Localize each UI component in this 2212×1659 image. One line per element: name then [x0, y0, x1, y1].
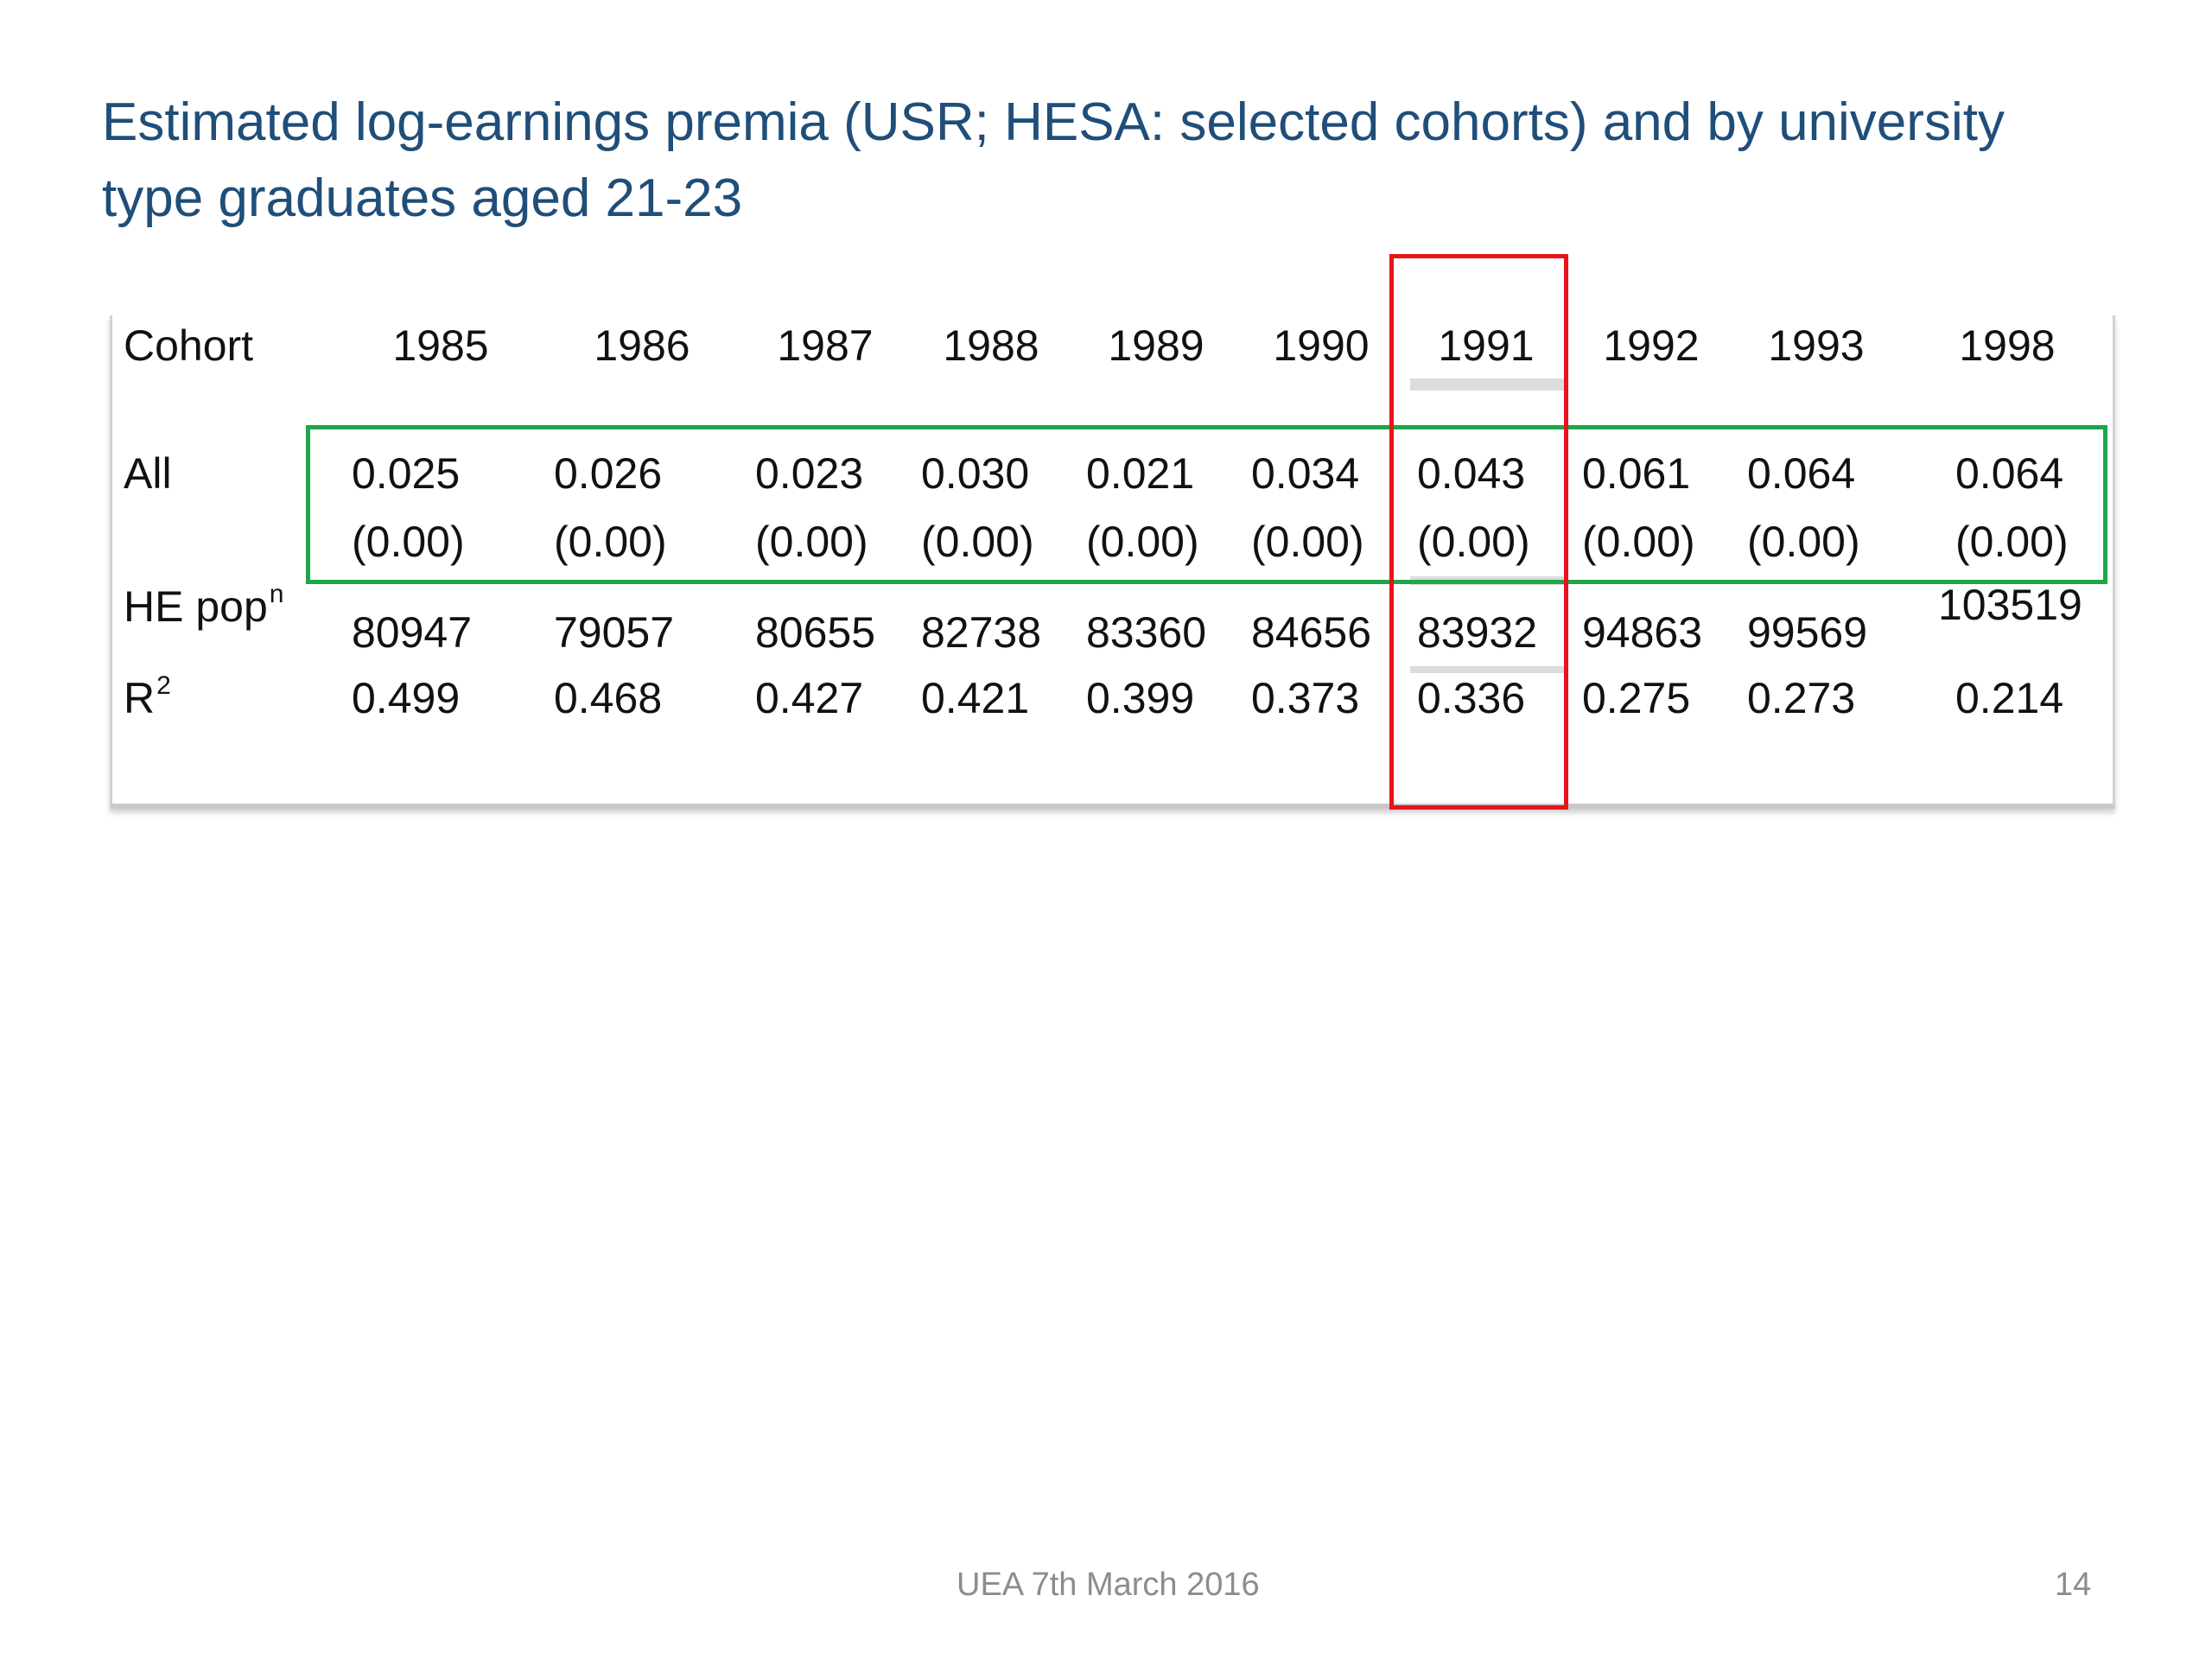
r2-cell: 0.427: [755, 674, 864, 722]
r2-cell: 0.275: [1582, 674, 1691, 722]
slide-title: Estimated log-earnings premia (USR; HESA…: [102, 92, 2005, 228]
he-pop-cell: 103519: [1938, 581, 2082, 629]
cohort-header-label: Cohort: [124, 321, 254, 370]
std-error-cell: (0.00): [755, 518, 868, 566]
row-label-he-pop: HE popn: [124, 580, 284, 639]
he-pop-cell: 99569: [1747, 608, 1868, 657]
r2-cell: 0.399: [1086, 674, 1195, 722]
estimate-cell: 0.021: [1086, 449, 1195, 498]
std-error-cell: (0.00): [1086, 518, 1199, 566]
results-table-panel: [110, 315, 2115, 809]
std-error-cell: (0.00): [1747, 518, 1860, 566]
he-pop-cell: 80947: [352, 608, 473, 657]
r2-cell: 0.273: [1747, 674, 1856, 722]
r2-cell: 0.336: [1417, 674, 1526, 722]
std-error-cell: (0.00): [1582, 518, 1695, 566]
cohort-header: 1986: [594, 321, 690, 370]
estimate-cell: 0.030: [921, 449, 1030, 498]
cohort-header: 1985: [392, 321, 489, 370]
cohort-header: 1993: [1768, 321, 1865, 370]
std-error-cell: (0.00): [352, 518, 465, 566]
column-1991-shade-top: [1410, 378, 1564, 391]
cohort-header: 1992: [1603, 321, 1700, 370]
std-error-cell: (0.00): [1955, 518, 2069, 566]
estimate-cell: 0.043: [1417, 449, 1526, 498]
cohort-header: 1991: [1438, 321, 1535, 370]
estimate-cell: 0.023: [755, 449, 864, 498]
row-label-all: All: [124, 449, 172, 498]
r2-cell: 0.373: [1251, 674, 1360, 722]
estimate-cell: 0.026: [554, 449, 663, 498]
std-error-cell: (0.00): [1251, 518, 1364, 566]
he-pop-cell: 80655: [755, 608, 876, 657]
he-pop-cell: 82738: [921, 608, 1042, 657]
he-pop-superscript: n: [269, 580, 284, 608]
he-pop-cell: 94863: [1582, 608, 1703, 657]
footer-event-date: UEA 7th March 2016: [957, 1567, 1260, 1603]
estimate-cell: 0.064: [1747, 449, 1856, 498]
r2-cell: 0.499: [352, 674, 461, 722]
he-pop-cell: 84656: [1251, 608, 1372, 657]
he-pop-cell: 79057: [554, 608, 675, 657]
cohort-header: 1990: [1273, 321, 1370, 370]
std-error-cell: (0.00): [554, 518, 667, 566]
cohort-header: 1998: [1959, 321, 2056, 370]
r2-superscript: 2: [156, 671, 171, 700]
estimate-cell: 0.034: [1251, 449, 1360, 498]
r2-cell: 0.468: [554, 674, 663, 722]
estimate-cell: 0.061: [1582, 449, 1691, 498]
row-label-r2: R2: [124, 671, 171, 731]
slide-page-number: 14: [2055, 1567, 2092, 1603]
estimate-cell: 0.064: [1955, 449, 2064, 498]
cohort-header: 1987: [777, 321, 874, 370]
r2-cell: 0.421: [921, 674, 1030, 722]
std-error-cell: (0.00): [1417, 518, 1530, 566]
estimate-cell: 0.025: [352, 449, 461, 498]
he-pop-cell: 83360: [1086, 608, 1207, 657]
all-row-highlight-box: [306, 425, 2107, 584]
cohort-header: 1988: [943, 321, 1039, 370]
he-pop-label-text: HE pop: [124, 582, 268, 631]
he-pop-cell: 83932: [1417, 608, 1538, 657]
cohort-1991-highlight-box: [1389, 254, 1568, 810]
r2-cell: 0.214: [1955, 674, 2064, 722]
column-1991-shade-bot: [1410, 666, 1564, 673]
cohort-header: 1989: [1108, 321, 1205, 370]
r2-label-text: R: [124, 674, 156, 722]
std-error-cell: (0.00): [921, 518, 1034, 566]
